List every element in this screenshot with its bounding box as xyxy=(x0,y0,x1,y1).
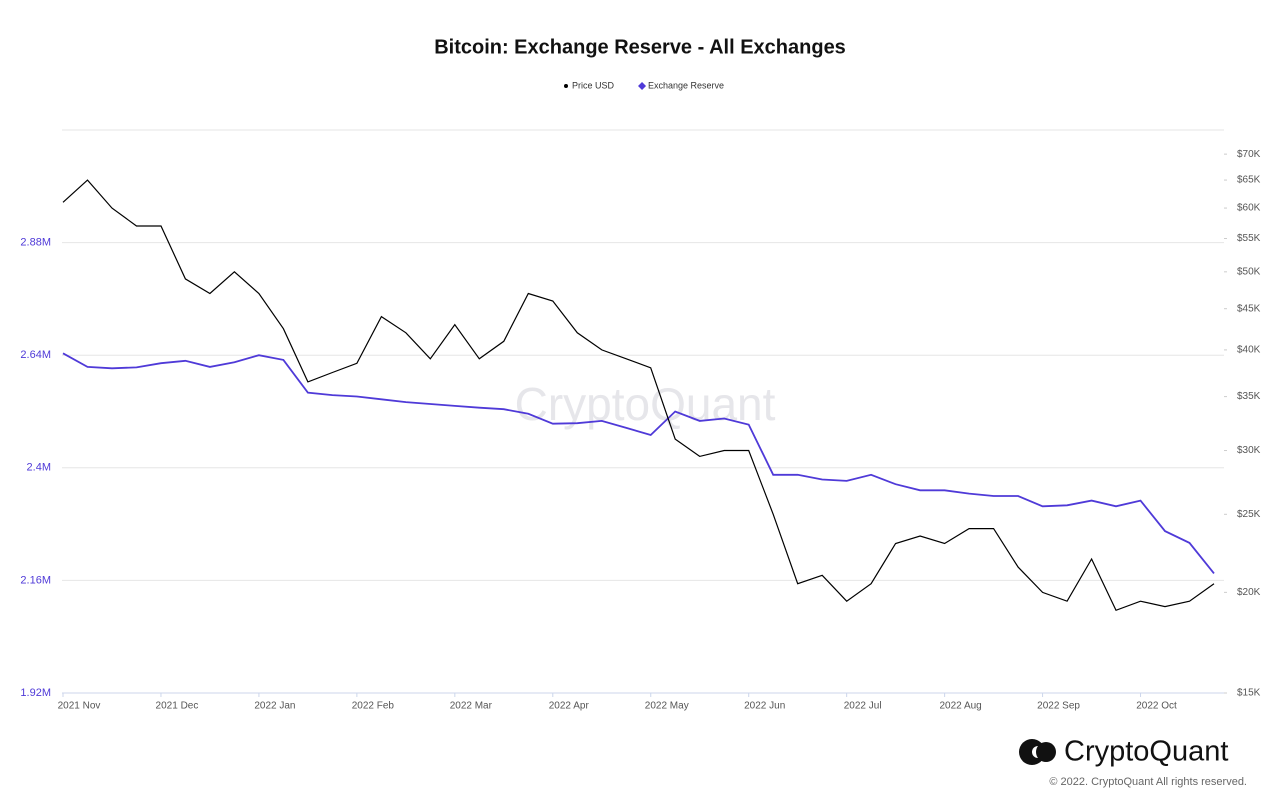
legend-marker xyxy=(638,82,647,90)
y2-tick-label: $30K xyxy=(1237,445,1261,456)
y2-tick-label: $65K xyxy=(1237,175,1261,186)
legend-label: Exchange Reserve xyxy=(648,80,724,90)
series-line xyxy=(62,179,1215,612)
x-tick-label: 2022 Apr xyxy=(549,701,590,712)
x-tick-label: 2022 Feb xyxy=(352,701,395,712)
legend-marker xyxy=(564,84,568,88)
y2-tick-label: $50K xyxy=(1237,266,1261,277)
x-tick-label: 2022 Sep xyxy=(1037,701,1080,712)
y2-tick-label: $45K xyxy=(1237,303,1261,314)
series-line xyxy=(62,352,1215,574)
y-tick-label: 2.88M xyxy=(20,237,51,249)
legend-label: Price USD xyxy=(572,80,615,90)
y-tick-label: 2.64M xyxy=(20,349,51,361)
x-tick-label: 2022 Jul xyxy=(844,701,882,712)
y-tick-label: 2.16M xyxy=(20,574,51,586)
x-tick-label: 2022 Oct xyxy=(1136,701,1177,712)
x-tick-label: 2022 Aug xyxy=(939,701,981,712)
logo-icon xyxy=(1019,739,1056,765)
x-tick-label: 2022 Jun xyxy=(744,701,785,712)
y2-tick-label: $60K xyxy=(1237,203,1261,214)
y2-tick-label: $25K xyxy=(1237,509,1261,520)
y2-tick-label: $15K xyxy=(1237,688,1261,699)
footer-copyright: © 2022. CryptoQuant All rights reserved. xyxy=(1049,776,1247,788)
y-tick-label: 2.4M xyxy=(27,462,51,474)
x-tick-label: 2022 Jan xyxy=(254,701,295,712)
y2-tick-label: $40K xyxy=(1237,345,1261,356)
y2-tick-label: $35K xyxy=(1237,391,1261,402)
y-tick-label: 1.92M xyxy=(20,687,51,699)
y2-tick-label: $70K xyxy=(1237,149,1261,160)
y2-tick-label: $55K xyxy=(1237,233,1261,244)
x-tick-label: 2021 Nov xyxy=(58,701,101,712)
y2-tick-label: $20K xyxy=(1237,587,1261,598)
x-tick-label: 2022 Mar xyxy=(450,701,493,712)
chart-title: Bitcoin: Exchange Reserve - All Exchange… xyxy=(434,36,846,58)
x-tick-label: 2021 Dec xyxy=(156,701,199,712)
footer-brand: CryptoQuant xyxy=(1064,736,1228,768)
watermark: CryptoQuant xyxy=(515,378,776,430)
x-tick-label: 2022 May xyxy=(645,701,689,712)
